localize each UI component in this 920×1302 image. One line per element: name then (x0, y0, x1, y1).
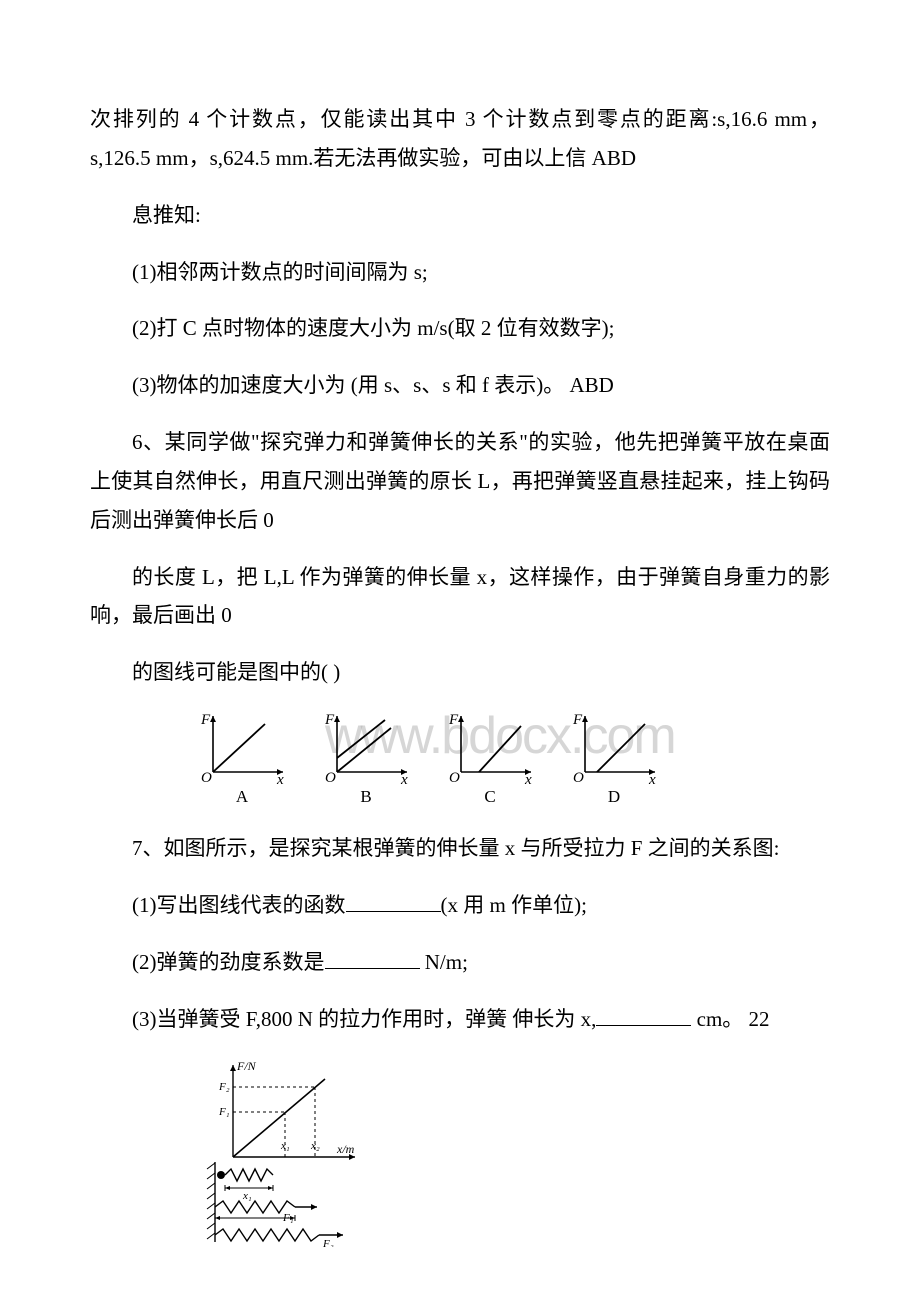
spring-diagram: F/N x/m F₂ F₁ x₁ x₂ x₁ (195, 1057, 830, 1252)
blank-3 (596, 1005, 691, 1026)
svg-text:x: x (524, 772, 532, 786)
question-2: (2)打 C 点时物体的速度大小为 m/s(取 2 位有效数字); (90, 309, 830, 348)
paragraph-xi: 息推知: (90, 196, 830, 235)
svg-text:x₂: x₂ (310, 1140, 320, 1152)
svg-text:F₂: F₂ (322, 1238, 334, 1247)
chart-label-a: A (236, 787, 248, 807)
svg-text:F: F (448, 712, 459, 728)
chart-option-d: F x O D (567, 710, 661, 807)
svg-text:F: F (572, 712, 583, 728)
svg-text:x₁: x₁ (280, 1140, 290, 1152)
svg-text:F: F (324, 712, 335, 728)
svg-text:x₁: x₁ (242, 1190, 252, 1202)
chart-option-a: F x O A (195, 710, 289, 807)
axis-xm: x/m (336, 1142, 355, 1156)
blank-1 (346, 891, 441, 912)
paragraph-top: 次排列的 4 个计数点，仅能读出其中 3 个计数点到零点的距离:s,16.6 m… (90, 100, 830, 178)
svg-text:O: O (573, 770, 584, 786)
question-6c: 的图线可能是图中的( ) (90, 653, 830, 692)
question-1: (1)相邻两计数点的时间间隔为 s; (90, 253, 830, 292)
q7-2-text-a: (2)弹簧的劲度系数是 (132, 950, 325, 974)
question-3: (3)物体的加速度大小为 (用 s、s、s 和 f 表示)。 ABD (90, 366, 830, 405)
q7-2-text-b: N/m; (420, 950, 468, 974)
chart-label-d: D (608, 787, 620, 807)
blank-2 (325, 948, 420, 969)
svg-text:O: O (325, 770, 336, 786)
q7-3-text-b: cm。 22 (691, 1007, 769, 1031)
axis-x: x (276, 772, 284, 786)
chart-label-c: C (484, 787, 495, 807)
svg-text:x: x (648, 772, 656, 786)
svg-text:F₁: F₁ (218, 1106, 230, 1118)
chart-option-c: F x O C (443, 710, 537, 807)
q7-1-text-b: (x 用 m 作单位); (441, 893, 587, 917)
question-7-1: (1)写出图线代表的函数 (x 用 m 作单位); (90, 886, 830, 925)
question-6a: 6、某同学做"探究弹力和弹簧伸长的关系"的实验，他先把弹簧平放在桌面上使其自然伸… (90, 423, 830, 540)
axis-fn: F/N (236, 1059, 257, 1073)
axis-F: F (200, 712, 211, 728)
chart-options-row: www.bdocx.com F x O A F x O B (195, 710, 830, 807)
chart-option-b: F x O B (319, 710, 413, 807)
axis-O: O (201, 770, 212, 786)
question-7-2: (2)弹簧的劲度系数是 N/m; (90, 943, 830, 982)
q7-1-text-a: (1)写出图线代表的函数 (132, 893, 346, 917)
question-6b: 的长度 L，把 L,L 作为弹簧的伸长量 x，这样操作，由于弹簧自身重力的影响，… (90, 558, 830, 636)
svg-text:F₂: F₂ (218, 1081, 230, 1093)
question-7: 7、如图所示，是探究某根弹簧的伸长量 x 与所受拉力 F 之间的关系图: (90, 829, 830, 868)
chart-label-b: B (360, 787, 371, 807)
svg-text:x: x (400, 772, 408, 786)
question-7-3: (3)当弹簧受 F,800 N 的拉力作用时，弹簧 伸长为 x, cm。 22 (90, 1000, 830, 1039)
q7-3-text-a: (3)当弹簧受 F,800 N 的拉力作用时，弹簧 伸长为 x, (132, 1007, 596, 1031)
svg-text:O: O (449, 770, 460, 786)
